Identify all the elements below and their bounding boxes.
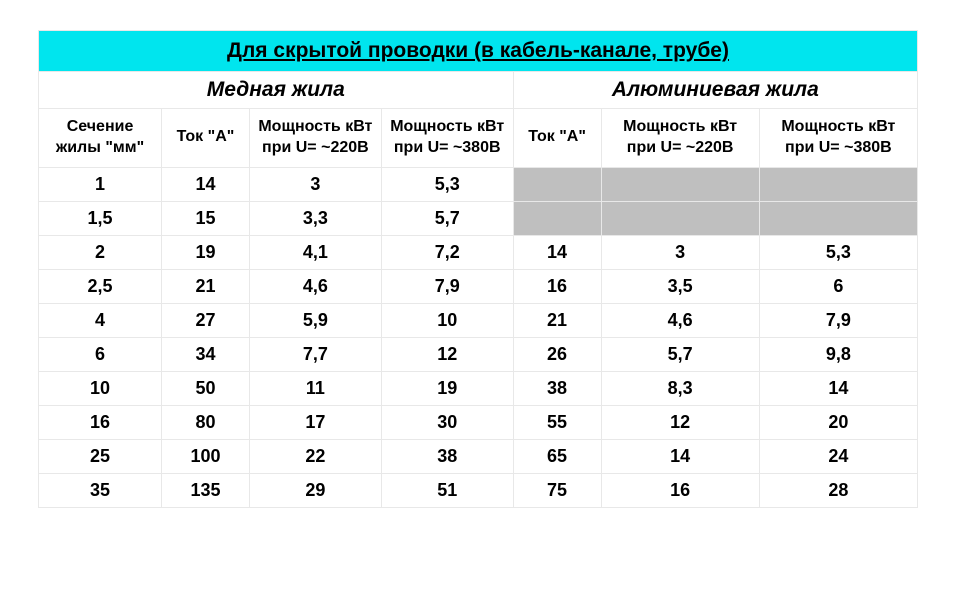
cell-al-p220: 4,6 <box>601 303 759 337</box>
cell-section: 2,5 <box>39 269 162 303</box>
cell-cu-current: 34 <box>162 337 250 371</box>
table-row: 6347,712265,79,8 <box>39 337 918 371</box>
cell-al-p380: 20 <box>759 405 917 439</box>
cell-cu-p380: 19 <box>381 371 513 405</box>
table-row: 16801730551220 <box>39 405 918 439</box>
cell-cu-p220: 17 <box>249 405 381 439</box>
cell-al-p220: 16 <box>601 473 759 507</box>
cell-cu-p380: 38 <box>381 439 513 473</box>
cell-al-p220: 14 <box>601 439 759 473</box>
cell-cu-p220: 11 <box>249 371 381 405</box>
cell-al-p220: 3,5 <box>601 269 759 303</box>
cell-al-p380: 14 <box>759 371 917 405</box>
cell-al-current <box>513 167 601 201</box>
cell-al-current <box>513 201 601 235</box>
table-row: 10501119388,314 <box>39 371 918 405</box>
cell-cu-current: 50 <box>162 371 250 405</box>
cell-al-p380: 24 <box>759 439 917 473</box>
col-cu-p380: Мощность кВт при U= ~380В <box>381 109 513 168</box>
table-row: 1,5153,35,7 <box>39 201 918 235</box>
cell-al-current: 14 <box>513 235 601 269</box>
col-cu-p220: Мощность кВт при U= ~220В <box>249 109 381 168</box>
cell-al-p380 <box>759 201 917 235</box>
table-title: Для скрытой проводки (в кабель-канале, т… <box>39 31 918 72</box>
cell-section: 16 <box>39 405 162 439</box>
cell-al-p220: 3 <box>601 235 759 269</box>
cell-al-p380: 6 <box>759 269 917 303</box>
cell-section: 1,5 <box>39 201 162 235</box>
cell-cu-p220: 3 <box>249 167 381 201</box>
cell-cu-current: 135 <box>162 473 250 507</box>
cell-cu-p220: 3,3 <box>249 201 381 235</box>
cell-al-p220: 8,3 <box>601 371 759 405</box>
cell-section: 2 <box>39 235 162 269</box>
cell-cu-p380: 30 <box>381 405 513 439</box>
cell-section: 25 <box>39 439 162 473</box>
cell-al-current: 16 <box>513 269 601 303</box>
group-aluminium: Алюминиевая жила <box>513 72 917 109</box>
cell-section: 4 <box>39 303 162 337</box>
cell-al-current: 75 <box>513 473 601 507</box>
cell-cu-current: 80 <box>162 405 250 439</box>
cell-al-p380 <box>759 167 917 201</box>
table-body: 11435,31,5153,35,72194,17,21435,32,5214,… <box>39 167 918 507</box>
title-row: Для скрытой проводки (в кабель-канале, т… <box>39 31 918 72</box>
cell-al-p380: 9,8 <box>759 337 917 371</box>
cell-cu-p220: 4,1 <box>249 235 381 269</box>
cell-cu-p380: 5,7 <box>381 201 513 235</box>
col-cu-current: Ток "А" <box>162 109 250 168</box>
table-row: 2194,17,21435,3 <box>39 235 918 269</box>
cell-section: 35 <box>39 473 162 507</box>
cell-cu-p380: 10 <box>381 303 513 337</box>
cell-al-p220: 12 <box>601 405 759 439</box>
cell-section: 6 <box>39 337 162 371</box>
cell-cu-p380: 12 <box>381 337 513 371</box>
cell-al-current: 55 <box>513 405 601 439</box>
cell-cu-current: 15 <box>162 201 250 235</box>
cell-cu-p380: 5,3 <box>381 167 513 201</box>
material-group-row: Медная жила Алюминиевая жила <box>39 72 918 109</box>
table-row: 251002238651424 <box>39 439 918 473</box>
table-row: 351352951751628 <box>39 473 918 507</box>
cell-cu-p380: 7,2 <box>381 235 513 269</box>
cell-al-p380: 28 <box>759 473 917 507</box>
cell-al-p220: 5,7 <box>601 337 759 371</box>
cell-cu-p380: 51 <box>381 473 513 507</box>
group-copper: Медная жила <box>39 72 514 109</box>
table-row: 2,5214,67,9163,56 <box>39 269 918 303</box>
cell-al-p380: 5,3 <box>759 235 917 269</box>
table-row: 4275,910214,67,9 <box>39 303 918 337</box>
cell-cu-p380: 7,9 <box>381 269 513 303</box>
cell-cu-p220: 7,7 <box>249 337 381 371</box>
table-row: 11435,3 <box>39 167 918 201</box>
cell-al-p220 <box>601 201 759 235</box>
cell-cu-p220: 22 <box>249 439 381 473</box>
cell-al-p220 <box>601 167 759 201</box>
col-section: Сечение жилы "мм" <box>39 109 162 168</box>
cell-al-current: 38 <box>513 371 601 405</box>
cell-cu-current: 14 <box>162 167 250 201</box>
col-al-current: Ток "А" <box>513 109 601 168</box>
wire-table: Для скрытой проводки (в кабель-канале, т… <box>38 30 918 508</box>
cell-cu-current: 21 <box>162 269 250 303</box>
col-al-p380: Мощность кВт при U= ~380В <box>759 109 917 168</box>
cell-section: 1 <box>39 167 162 201</box>
cell-cu-current: 19 <box>162 235 250 269</box>
cell-cu-current: 27 <box>162 303 250 337</box>
cell-section: 10 <box>39 371 162 405</box>
column-header-row: Сечение жилы "мм" Ток "А" Мощность кВт п… <box>39 109 918 168</box>
cell-cu-p220: 4,6 <box>249 269 381 303</box>
cell-cu-current: 100 <box>162 439 250 473</box>
cell-cu-p220: 29 <box>249 473 381 507</box>
col-al-p220: Мощность кВт при U= ~220В <box>601 109 759 168</box>
cell-cu-p220: 5,9 <box>249 303 381 337</box>
wire-table-container: Для скрытой проводки (в кабель-канале, т… <box>38 30 918 508</box>
cell-al-p380: 7,9 <box>759 303 917 337</box>
cell-al-current: 65 <box>513 439 601 473</box>
cell-al-current: 21 <box>513 303 601 337</box>
cell-al-current: 26 <box>513 337 601 371</box>
